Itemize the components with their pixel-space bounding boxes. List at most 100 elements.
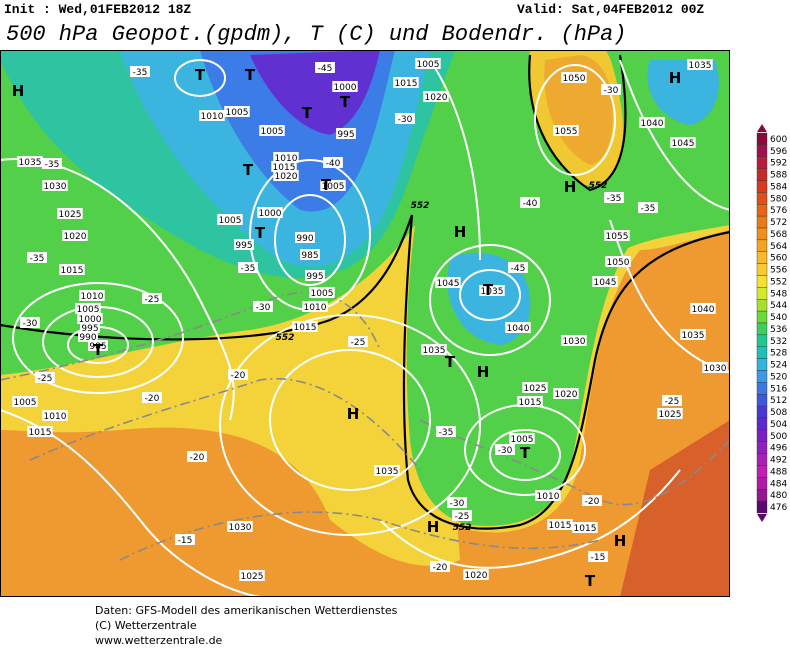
pressure-center: H bbox=[669, 69, 682, 87]
region-cold-ne bbox=[647, 60, 719, 125]
init-time: Init : Wed,01FEB2012 18Z bbox=[4, 2, 191, 17]
pressure-label: 1010 bbox=[81, 292, 104, 302]
pressure-label: 1010 bbox=[275, 154, 298, 164]
pressure-label-box bbox=[509, 433, 535, 444]
legend-swatch bbox=[756, 322, 768, 336]
temperature-label-box bbox=[348, 336, 368, 347]
pressure-label: 1010 bbox=[304, 303, 327, 313]
pressure-label-box bbox=[80, 322, 100, 333]
isobar bbox=[174, 59, 226, 97]
legend-label: 532 bbox=[770, 337, 787, 347]
pressure-label: 995 bbox=[306, 272, 323, 282]
legend-swatch bbox=[756, 334, 768, 347]
pressure-label: 1015 bbox=[549, 521, 572, 531]
pressure-label-box bbox=[421, 344, 447, 355]
isobar bbox=[274, 194, 346, 286]
legend-swatch bbox=[756, 405, 768, 419]
pressure-label: 1010 bbox=[201, 112, 224, 122]
region-purple bbox=[250, 50, 380, 135]
pressure-label-box bbox=[423, 91, 449, 102]
pressure-label-box bbox=[234, 239, 254, 250]
pressure-center: T bbox=[520, 444, 531, 462]
temperature-label-box bbox=[142, 293, 162, 304]
pressure-label-box bbox=[292, 321, 318, 332]
pressure-label-box bbox=[42, 180, 68, 191]
pressure-center: T bbox=[302, 104, 313, 122]
legend-label: 492 bbox=[770, 456, 787, 466]
legend-label: 600 bbox=[770, 135, 787, 145]
legend-label: 592 bbox=[770, 159, 787, 169]
temperature-label-box bbox=[35, 372, 55, 383]
pressure-label: 1005 bbox=[511, 435, 534, 445]
temperature-label-box bbox=[601, 84, 621, 95]
legend-swatch bbox=[756, 417, 768, 431]
temperature-label: -30 bbox=[23, 319, 38, 329]
legend-label: 556 bbox=[770, 266, 787, 276]
map-labels: 1035103010251020101510101005100099599098… bbox=[12, 58, 728, 590]
pressure-center: T bbox=[483, 281, 494, 299]
temperature-label-box bbox=[238, 262, 258, 273]
temperature-label: -20 bbox=[190, 453, 205, 463]
temperature-label: -35 bbox=[439, 428, 454, 438]
legend-label: 512 bbox=[770, 396, 787, 406]
pressure-label-box bbox=[271, 161, 297, 172]
pressure-label: 995 bbox=[337, 130, 354, 140]
map-title: 500 hPa Geopot.(gpdm), T (C) und Bodendr… bbox=[6, 22, 627, 47]
pressure-label: 1035 bbox=[481, 287, 504, 297]
pressure-label-box bbox=[88, 340, 108, 351]
pressure-label-box bbox=[435, 277, 461, 288]
temperature-label: -20 bbox=[433, 563, 448, 573]
pressure-label-box bbox=[217, 214, 243, 225]
pressure-label-box bbox=[78, 331, 98, 342]
legend-label: 552 bbox=[770, 277, 787, 287]
height-label: 552 bbox=[276, 333, 295, 343]
pressure-label-box bbox=[592, 276, 618, 287]
temperature-label-box bbox=[315, 62, 335, 73]
legend-swatch bbox=[756, 346, 768, 359]
pressure-center: H bbox=[427, 518, 440, 536]
temperature-label: -20 bbox=[231, 371, 246, 381]
pressure-label: 990 bbox=[296, 234, 313, 244]
legend-label: 476 bbox=[770, 503, 787, 513]
pressure-label-box bbox=[463, 569, 489, 580]
temperature-label: -20 bbox=[145, 394, 160, 404]
legend-label: 480 bbox=[770, 491, 787, 501]
pressure-label: 1035 bbox=[19, 158, 42, 168]
height-label: 552 bbox=[453, 523, 472, 533]
map-frame bbox=[0, 50, 730, 597]
legend-swatch bbox=[756, 358, 768, 371]
pressure-label: 1030 bbox=[44, 182, 67, 192]
pressure-label-box bbox=[479, 285, 505, 296]
legend-label: 576 bbox=[770, 206, 787, 216]
pressure-label: 1045 bbox=[594, 278, 617, 288]
pressure-center: H bbox=[564, 178, 577, 196]
temperature-label-box bbox=[588, 551, 608, 562]
temperature-label: -40 bbox=[326, 159, 341, 169]
temperature-label-box bbox=[582, 495, 602, 506]
isobar bbox=[459, 269, 521, 321]
temperature-label-box bbox=[42, 158, 62, 169]
temperature-label: -30 bbox=[498, 446, 513, 456]
pressure-label: 1000 bbox=[79, 315, 102, 325]
pressure-label: 1035 bbox=[376, 467, 399, 477]
temperature-label-box bbox=[495, 444, 515, 455]
pressure-label-box bbox=[505, 322, 531, 333]
legend-arrow-bottom bbox=[757, 514, 767, 522]
pressure-label-box bbox=[302, 301, 328, 312]
contour-552-ridge bbox=[528, 54, 627, 192]
temperature-label-box bbox=[20, 317, 40, 328]
legend-label: 484 bbox=[770, 479, 787, 489]
pressure-label-box bbox=[77, 313, 103, 324]
temperature-label-box bbox=[447, 497, 467, 508]
pressure-label: 1030 bbox=[704, 364, 727, 374]
isobar bbox=[489, 429, 561, 481]
temperature-label: -35 bbox=[45, 160, 60, 170]
legend-swatch bbox=[756, 144, 768, 157]
pressure-label: 1040 bbox=[641, 119, 664, 129]
pressure-label: 1005 bbox=[417, 60, 440, 70]
map-area: 1035103010251020101510101005100099599098… bbox=[0, 50, 730, 597]
legend-label: 564 bbox=[770, 242, 787, 252]
pressure-label: 1020 bbox=[425, 93, 448, 103]
pressure-label: 1055 bbox=[606, 232, 629, 242]
legend-swatch bbox=[756, 489, 768, 502]
